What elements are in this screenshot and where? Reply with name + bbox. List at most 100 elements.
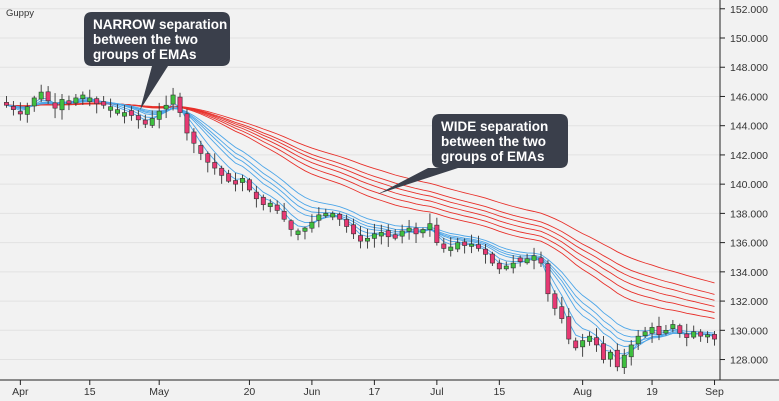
candle xyxy=(614,343,620,372)
candle-body xyxy=(434,224,440,243)
candle xyxy=(566,308,572,345)
candle xyxy=(489,251,495,266)
candle xyxy=(496,259,502,274)
y-tick-label: 142.000 xyxy=(730,150,768,162)
candle xyxy=(476,235,481,252)
candle xyxy=(31,95,37,112)
candle-body xyxy=(240,178,245,183)
candle-body xyxy=(503,265,509,270)
candle xyxy=(260,194,266,211)
candle xyxy=(358,226,363,249)
candle xyxy=(295,228,301,241)
candle xyxy=(184,108,190,141)
candle xyxy=(628,340,634,366)
candle-body xyxy=(559,306,565,319)
candle xyxy=(246,177,252,193)
candle-body xyxy=(295,230,301,235)
candle xyxy=(135,110,141,129)
candle xyxy=(177,92,183,118)
candle-body xyxy=(101,101,107,106)
candle xyxy=(198,140,204,161)
y-tick-label: 146.000 xyxy=(730,91,768,103)
candle xyxy=(108,98,114,118)
candle-body xyxy=(246,179,252,191)
annotation-wide-line3: groups of EMAs xyxy=(441,149,545,164)
candle xyxy=(635,330,641,350)
y-tick-label: 138.000 xyxy=(730,208,768,220)
candle-body xyxy=(607,351,613,360)
candle-body xyxy=(108,106,114,111)
candle xyxy=(559,296,565,324)
candle xyxy=(149,110,155,129)
candle xyxy=(399,224,405,244)
candle-body xyxy=(621,354,627,368)
x-tick-label: Jun xyxy=(303,386,320,398)
candle-body xyxy=(344,219,350,227)
candle-body xyxy=(59,99,65,111)
candle xyxy=(573,337,579,351)
candle-body xyxy=(566,316,572,340)
candle xyxy=(434,217,440,246)
y-tick-label: 140.000 xyxy=(730,179,768,191)
candle xyxy=(705,331,711,344)
candle-body xyxy=(24,106,30,115)
candle-body xyxy=(302,227,308,232)
candle xyxy=(212,153,218,175)
candle-body xyxy=(233,180,239,185)
candle-body xyxy=(712,334,717,340)
candle-body xyxy=(691,331,697,338)
annotation-wide: WIDE separation between the two groups o… xyxy=(378,114,568,194)
candle-body xyxy=(392,234,398,239)
candle xyxy=(691,325,697,340)
candle xyxy=(281,202,287,222)
candle xyxy=(656,316,662,341)
candle xyxy=(191,128,197,154)
candle xyxy=(233,172,239,192)
annotation-wide-line2: between the two xyxy=(441,134,546,149)
candle-body xyxy=(87,97,93,102)
x-tick-label: 17 xyxy=(369,386,381,398)
candle-body xyxy=(274,204,280,211)
x-tick-label: 15 xyxy=(84,386,96,398)
candle-body xyxy=(184,113,190,134)
candle xyxy=(330,211,336,221)
y-tick-label: 152.000 xyxy=(730,4,768,16)
x-tick-label: May xyxy=(149,386,170,398)
candle-body xyxy=(267,202,273,207)
candle xyxy=(482,244,488,264)
candle xyxy=(462,238,468,254)
y-tick-label: 148.000 xyxy=(730,62,768,74)
x-tick-label: 19 xyxy=(646,386,658,398)
candle-body xyxy=(73,97,79,104)
candle xyxy=(663,324,669,336)
candle-body xyxy=(587,335,593,342)
candle xyxy=(510,255,516,274)
candle xyxy=(351,218,357,240)
candle-body xyxy=(128,110,134,116)
candle xyxy=(128,106,134,121)
candle-body xyxy=(601,343,606,360)
candle xyxy=(87,89,93,107)
candle xyxy=(156,102,162,129)
candle-body xyxy=(156,110,162,120)
candle xyxy=(469,234,475,254)
candle xyxy=(441,237,447,253)
candle xyxy=(684,323,690,347)
candle-body xyxy=(198,145,204,154)
candle xyxy=(52,93,58,119)
candle xyxy=(531,247,537,270)
candle-body xyxy=(66,100,72,105)
candle-body xyxy=(441,243,447,249)
candle-body xyxy=(552,293,558,309)
annotation-wide-line1: WIDE separation xyxy=(441,119,548,134)
candle-body xyxy=(476,244,481,249)
candle-body xyxy=(427,223,433,230)
annotation-narrow-line1: NARROW separation xyxy=(93,17,227,32)
candle xyxy=(10,101,16,116)
candle xyxy=(309,214,315,233)
candle-body xyxy=(94,98,100,105)
candle-body xyxy=(385,230,391,238)
candle-body xyxy=(489,253,495,264)
candle xyxy=(385,224,391,247)
candle xyxy=(80,91,86,105)
